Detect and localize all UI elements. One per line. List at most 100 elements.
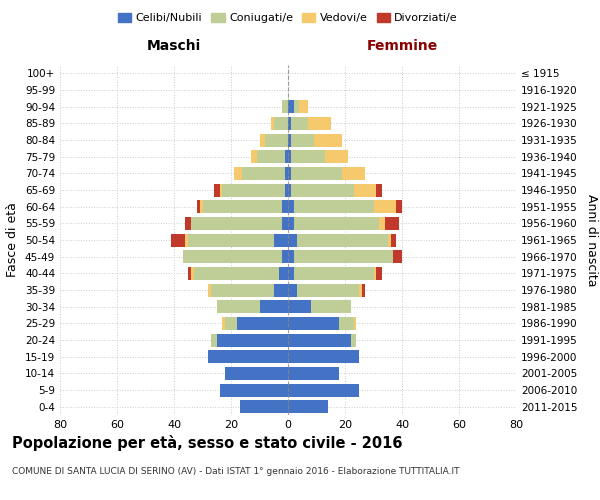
Bar — [294, 200, 373, 213]
Bar — [217, 334, 288, 346]
Bar — [182, 250, 283, 263]
Y-axis label: Fasce di età: Fasce di età — [7, 202, 19, 278]
Bar — [294, 250, 394, 263]
Bar — [291, 134, 314, 146]
Bar — [274, 234, 288, 246]
Bar — [353, 317, 356, 330]
Bar — [288, 334, 350, 346]
Bar — [294, 217, 379, 230]
Bar — [188, 267, 191, 280]
Bar — [299, 100, 308, 113]
Bar — [188, 234, 274, 246]
Bar — [291, 167, 342, 180]
Bar — [234, 167, 242, 180]
Bar — [325, 150, 348, 163]
Bar — [311, 300, 350, 313]
Bar — [214, 184, 220, 196]
Bar — [350, 334, 356, 346]
Bar — [340, 317, 353, 330]
Bar — [291, 117, 308, 130]
Bar — [288, 284, 296, 296]
Bar — [373, 267, 376, 280]
Bar — [217, 300, 260, 313]
Bar — [285, 150, 288, 163]
Bar — [226, 367, 288, 380]
Bar — [376, 184, 382, 196]
Bar — [291, 150, 325, 163]
Bar — [265, 134, 288, 146]
Bar — [288, 300, 311, 313]
Bar — [194, 267, 280, 280]
Bar — [288, 134, 291, 146]
Bar — [220, 384, 288, 396]
Bar — [288, 167, 291, 180]
Bar — [203, 200, 283, 213]
Bar — [283, 200, 288, 213]
Bar — [288, 200, 294, 213]
Bar — [239, 400, 288, 413]
Legend: Celibi/Nubili, Coniugati/e, Vedovi/e, Divorziati/e: Celibi/Nubili, Coniugati/e, Vedovi/e, Di… — [113, 8, 463, 28]
Bar — [288, 267, 294, 280]
Bar — [185, 217, 191, 230]
Bar — [397, 200, 402, 213]
Bar — [394, 250, 402, 263]
Bar — [294, 267, 373, 280]
Bar — [391, 234, 397, 246]
Y-axis label: Anni di nascita: Anni di nascita — [586, 194, 598, 286]
Bar — [362, 284, 365, 296]
Bar — [191, 217, 283, 230]
Bar — [191, 267, 194, 280]
Bar — [288, 400, 328, 413]
Text: Maschi: Maschi — [147, 38, 201, 52]
Bar — [296, 234, 388, 246]
Text: Popolazione per età, sesso e stato civile - 2016: Popolazione per età, sesso e stato civil… — [12, 435, 403, 451]
Text: COMUNE DI SANTA LUCIA DI SERINO (AV) - Dati ISTAT 1° gennaio 2016 - Elaborazione: COMUNE DI SANTA LUCIA DI SERINO (AV) - D… — [12, 468, 460, 476]
Bar — [288, 234, 296, 246]
Bar — [260, 300, 288, 313]
Bar — [257, 150, 285, 163]
Bar — [220, 184, 223, 196]
Bar — [288, 367, 340, 380]
Bar — [211, 284, 274, 296]
Bar — [288, 250, 294, 263]
Bar — [208, 350, 288, 363]
Bar — [283, 100, 288, 113]
Bar — [294, 100, 299, 113]
Bar — [208, 284, 211, 296]
Bar — [288, 217, 294, 230]
Bar — [291, 184, 353, 196]
Bar — [274, 284, 288, 296]
Bar — [385, 217, 399, 230]
Bar — [242, 167, 285, 180]
Bar — [379, 217, 385, 230]
Bar — [260, 134, 265, 146]
Bar — [288, 184, 291, 196]
Bar — [197, 200, 200, 213]
Bar — [373, 200, 397, 213]
Bar — [280, 267, 288, 280]
Bar — [283, 250, 288, 263]
Bar — [388, 234, 391, 246]
Bar — [223, 184, 285, 196]
Bar — [285, 184, 288, 196]
Bar — [283, 217, 288, 230]
Bar — [274, 117, 288, 130]
Bar — [288, 384, 359, 396]
Bar — [308, 117, 331, 130]
Text: Femmine: Femmine — [367, 38, 437, 52]
Bar — [288, 317, 340, 330]
Bar — [200, 200, 203, 213]
Bar — [271, 117, 274, 130]
Bar — [185, 234, 188, 246]
Bar — [288, 100, 294, 113]
Bar — [314, 134, 342, 146]
Bar — [285, 167, 288, 180]
Bar — [171, 234, 185, 246]
Bar — [353, 184, 376, 196]
Bar — [236, 317, 288, 330]
Bar — [342, 167, 365, 180]
Bar — [359, 284, 362, 296]
Bar — [288, 150, 291, 163]
Bar — [226, 317, 236, 330]
Bar — [223, 317, 226, 330]
